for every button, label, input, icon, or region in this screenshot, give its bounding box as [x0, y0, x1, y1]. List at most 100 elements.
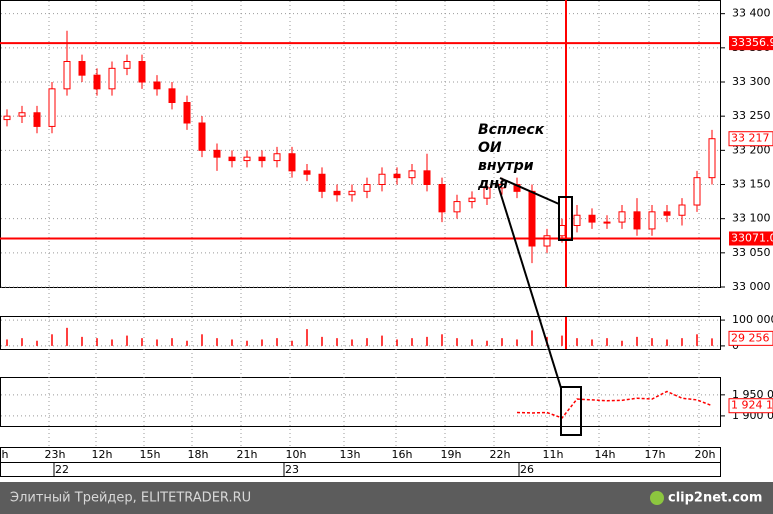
candle-body: [678, 204, 686, 216]
last-value-box: [728, 330, 773, 346]
y-tick-label: 1 950 000: [732, 388, 773, 401]
x-tick-label: 10h: [286, 448, 307, 461]
x-tick-label: 12h: [92, 448, 113, 461]
candle-body: [258, 156, 266, 162]
candle-body: [108, 67, 116, 90]
candle-body: [573, 214, 581, 226]
marks: [0, 30, 720, 419]
candle-body: [138, 61, 146, 83]
candle-body: [633, 211, 641, 230]
candle-body: [483, 187, 491, 199]
x-tick-label: 11h: [543, 448, 564, 461]
candle-body: [198, 122, 206, 151]
y-tick-label: 33 000: [732, 280, 771, 293]
candle-body: [453, 201, 461, 213]
x-tick-label: 18h: [188, 448, 209, 461]
date-label: 26: [520, 463, 534, 476]
date-label: 23: [285, 463, 299, 476]
candle-body: [423, 170, 431, 185]
candle-body: [333, 190, 341, 196]
logo-icon: [650, 491, 664, 505]
y-tick-label: 100 000: [732, 313, 773, 326]
pointer: [499, 177, 560, 205]
candle-body: [33, 112, 41, 127]
candle-body: [393, 173, 401, 179]
last-value-box: [728, 131, 773, 147]
candle-body: [228, 156, 236, 162]
candle-body: [63, 61, 71, 90]
candle-body: [543, 235, 551, 247]
candle-body: [48, 88, 56, 127]
candle-body: [183, 102, 191, 124]
x-tick-label: 16h: [392, 448, 413, 461]
candle-body: [288, 153, 296, 172]
x-tick-label: 17h: [645, 448, 666, 461]
candle-body: [153, 81, 161, 90]
x-tick-label: 15h: [140, 448, 161, 461]
level-label: 33356.9: [731, 36, 773, 49]
candle-body: [603, 221, 611, 224]
candle-body: [468, 197, 476, 203]
x-tick-label: h: [2, 448, 9, 461]
date-label: 22: [55, 463, 69, 476]
last-value-label: 1 924 17: [731, 399, 773, 412]
logo: clip2net.com: [668, 491, 762, 506]
candle-body: [663, 211, 671, 216]
x-tick-label: 13h: [340, 448, 361, 461]
level-label: 33071.0: [731, 231, 773, 244]
candle-body: [588, 214, 596, 223]
annotation: дня: [477, 176, 508, 192]
footer-bar: [0, 482, 773, 514]
y-tick-label: 33 200: [732, 143, 771, 156]
oi-panel: [0, 377, 721, 427]
candle-body: [618, 211, 626, 223]
candle-body: [168, 88, 176, 104]
last-value-box: [728, 398, 773, 414]
candle-body: [438, 184, 446, 213]
candle-body: [18, 112, 26, 117]
candle-body: [3, 115, 11, 121]
pointer: [496, 181, 562, 389]
highlight-box: [560, 386, 582, 436]
x-tick-label: 20h: [695, 448, 716, 461]
y-tick-label: 33 400: [732, 7, 771, 20]
y-tick-label: 33 100: [732, 212, 771, 225]
date-axis: [0, 462, 721, 477]
candle-body: [78, 61, 86, 76]
y-tick-label: 33 300: [732, 75, 771, 88]
candle-body: [693, 177, 701, 206]
highlight-box: [558, 196, 573, 241]
level-box: [729, 36, 773, 51]
oi-line: [516, 390, 713, 419]
volume-panel: [0, 316, 721, 350]
candle-body: [408, 170, 416, 179]
candle-body: [273, 153, 281, 162]
x-tick-label: 19h: [441, 448, 462, 461]
candle-body: [93, 74, 101, 90]
footer-text: Элитный Трейдер, ELITETRADER.RU: [10, 491, 251, 506]
y-tick-label: 33 050: [732, 246, 771, 259]
candle-body: [378, 173, 386, 185]
candle-body: [303, 170, 311, 175]
level-box: [729, 231, 773, 246]
x-tick-label: 23h: [45, 448, 66, 461]
x-tick-label: 22h: [490, 448, 511, 461]
candle-body: [708, 138, 716, 179]
last-value-label: 33 217: [731, 132, 770, 145]
price-panel: [0, 0, 721, 288]
annotation: внутри: [478, 158, 534, 174]
annotation: ОИ: [478, 140, 502, 156]
x-tick-label: 21h: [237, 448, 258, 461]
y-tick-label: 33 150: [732, 178, 771, 191]
y-tick-label: 33 250: [732, 109, 771, 122]
candle-body: [213, 149, 221, 158]
x-tick-label: 14h: [595, 448, 616, 461]
candle-body: [363, 184, 371, 192]
candle-body: [318, 173, 326, 192]
candle-body: [123, 61, 131, 69]
annotation: Всплеск: [478, 122, 545, 138]
last-value-label: 29 256: [731, 331, 770, 344]
candle-body: [648, 211, 656, 230]
candle-body: [348, 190, 356, 196]
